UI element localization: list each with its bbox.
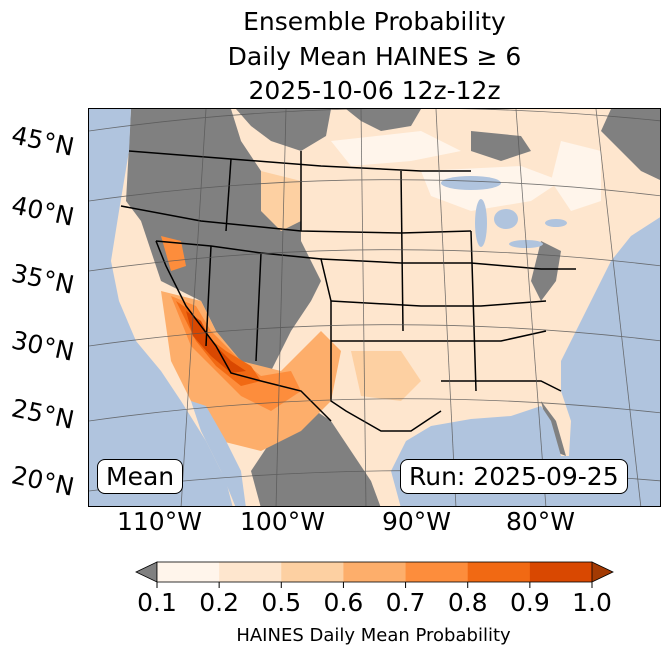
colorbar-tick-label: 0.8 [447,588,488,617]
colorbar-tick-label: 0.7 [385,588,426,617]
colorbar-frame [156,561,593,583]
colorbar-segment [343,562,407,582]
ocean [89,109,660,506]
colorbar-label: HAINES Daily Mean Probability [236,625,511,646]
colorbar-tick-label: 0.9 [509,588,550,617]
colorbar-tick-label: 1.0 [572,588,612,617]
run-date-label: Run: 2025-09-25 [400,459,628,494]
mean-label: Mean [97,459,184,494]
title-line-3: 2025-10-06 12z-12z [248,76,501,105]
colorbar-over-arrow [591,561,614,583]
colorbar-tick-label: 0.5 [261,588,302,617]
lon-label-110: 110°W [117,507,202,536]
colorbar-segment [529,562,593,582]
borders [120,150,576,432]
graticule [89,109,660,506]
colorbar-under-arrow [135,561,158,583]
colorbar-segment [405,562,469,582]
title-line-2: Daily Mean HAINES ≥ 6 [227,42,522,71]
map-canvas [89,109,660,506]
lon-label-80: 80°W [506,507,576,536]
colorbar-tick-label: 0.2 [199,588,240,617]
colorbar-segment [281,562,344,582]
colorbar-tick-label: 0.1 [137,588,177,617]
lon-label-90: 90°W [382,507,452,536]
colorbar-tick-label: 0.6 [323,588,364,617]
lon-label-100: 100°W [240,507,325,536]
colorbar-segment [157,562,220,582]
colorbar-segment [219,562,282,582]
title-line-1: Ensemble Probability [243,7,506,36]
colorbar-segment [467,562,531,582]
map-panel [88,108,661,507]
